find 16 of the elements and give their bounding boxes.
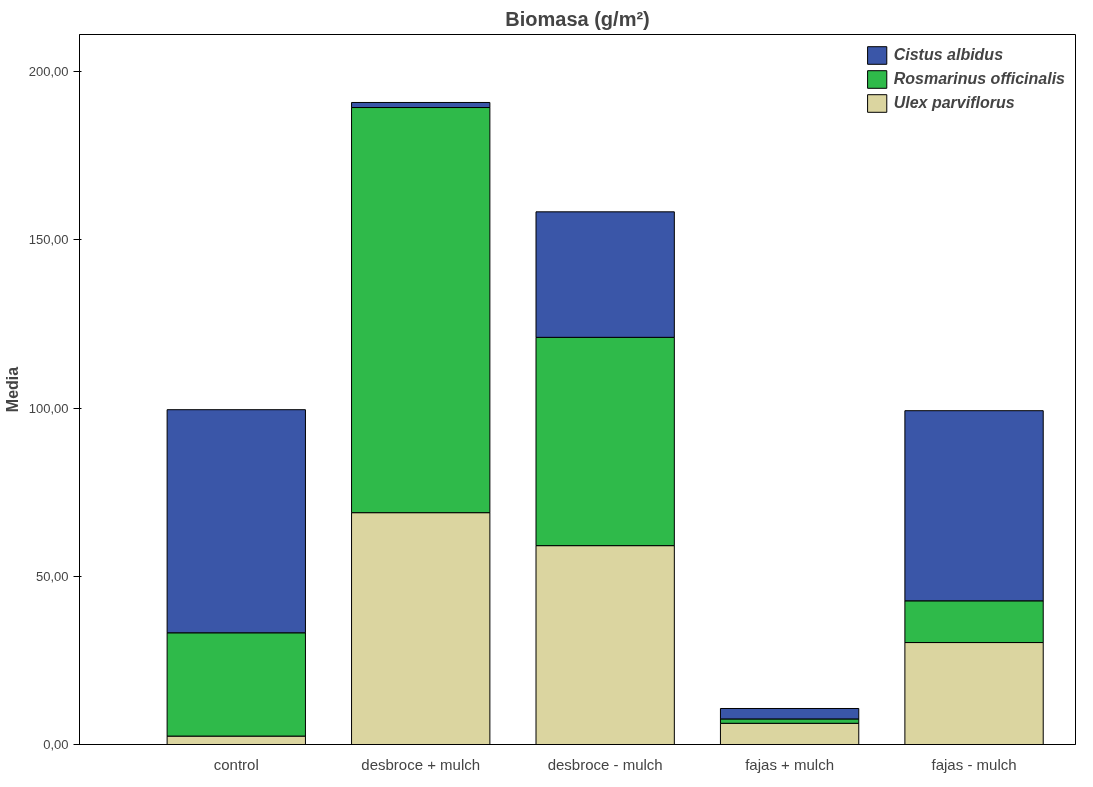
y-tick-label: 150,00: [28, 232, 69, 248]
y-tick-label: 200,00: [28, 64, 69, 80]
x-tick-label: desbroce - mulch: [547, 755, 663, 773]
y-tick-label: 0,00: [43, 737, 69, 752]
x-tick-label: desbroce + mulch: [361, 755, 481, 773]
y-tick-label: 100,00: [28, 400, 69, 416]
legend-label: Rosmarinus officinalis: [893, 70, 1065, 88]
legend-label: Cistus albidus: [893, 46, 1004, 64]
legend-label: Ulex parviflorus: [893, 94, 1015, 112]
y-tick-label: 50,00: [35, 568, 69, 584]
x-tick-label: fajas + mulch: [745, 755, 835, 773]
bar: [719, 708, 860, 720]
chart-title: Biomasa (g/m²): [505, 7, 650, 30]
y-axis-title: Media: [3, 366, 21, 413]
x-tick-label: fajas - mulch: [931, 755, 1017, 773]
x-tick-label: control: [213, 755, 259, 773]
